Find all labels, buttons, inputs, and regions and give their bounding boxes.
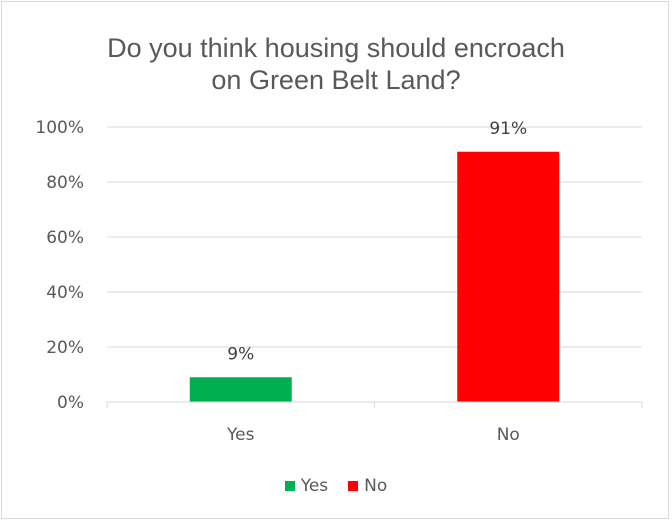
y-tick-label: 40% [46,283,84,303]
bars [189,151,560,402]
x-tick-label-yes: Yes [226,425,255,445]
data-label-no: 91% [489,119,527,139]
bar-yes [189,377,292,402]
chart-title-line-1: Do you think housing should encroach [107,33,565,63]
legend-item-yes: Yes [284,476,329,496]
chart-title: Do you think housing should encroach on … [2,32,670,96]
y-tick-label: 80% [46,173,84,193]
chart-title-line-2: on Green Belt Land? [211,65,461,95]
y-axis-ticks: 0% 20% 40% 60% 80% 100% [35,118,84,413]
data-label-yes: 9% [227,344,254,364]
legend-label-yes: Yes [300,476,329,496]
y-tick-label: 60% [46,228,84,248]
y-tick-label: 0% [57,393,84,413]
x-tick-label-no: No [497,425,520,445]
legend-label-no: No [364,476,388,496]
data-labels: 9% 91% [227,119,527,365]
y-tick-label: 100% [35,118,84,138]
legend-swatch-no [348,481,359,491]
legend-swatch-yes [284,481,295,491]
legend-item-no: No [348,476,387,496]
bar-no [457,151,560,402]
y-tick-label: 20% [46,338,84,358]
x-axis: Yes No [106,401,643,445]
legend: Yes No [2,476,670,496]
gridlines [107,126,642,348]
